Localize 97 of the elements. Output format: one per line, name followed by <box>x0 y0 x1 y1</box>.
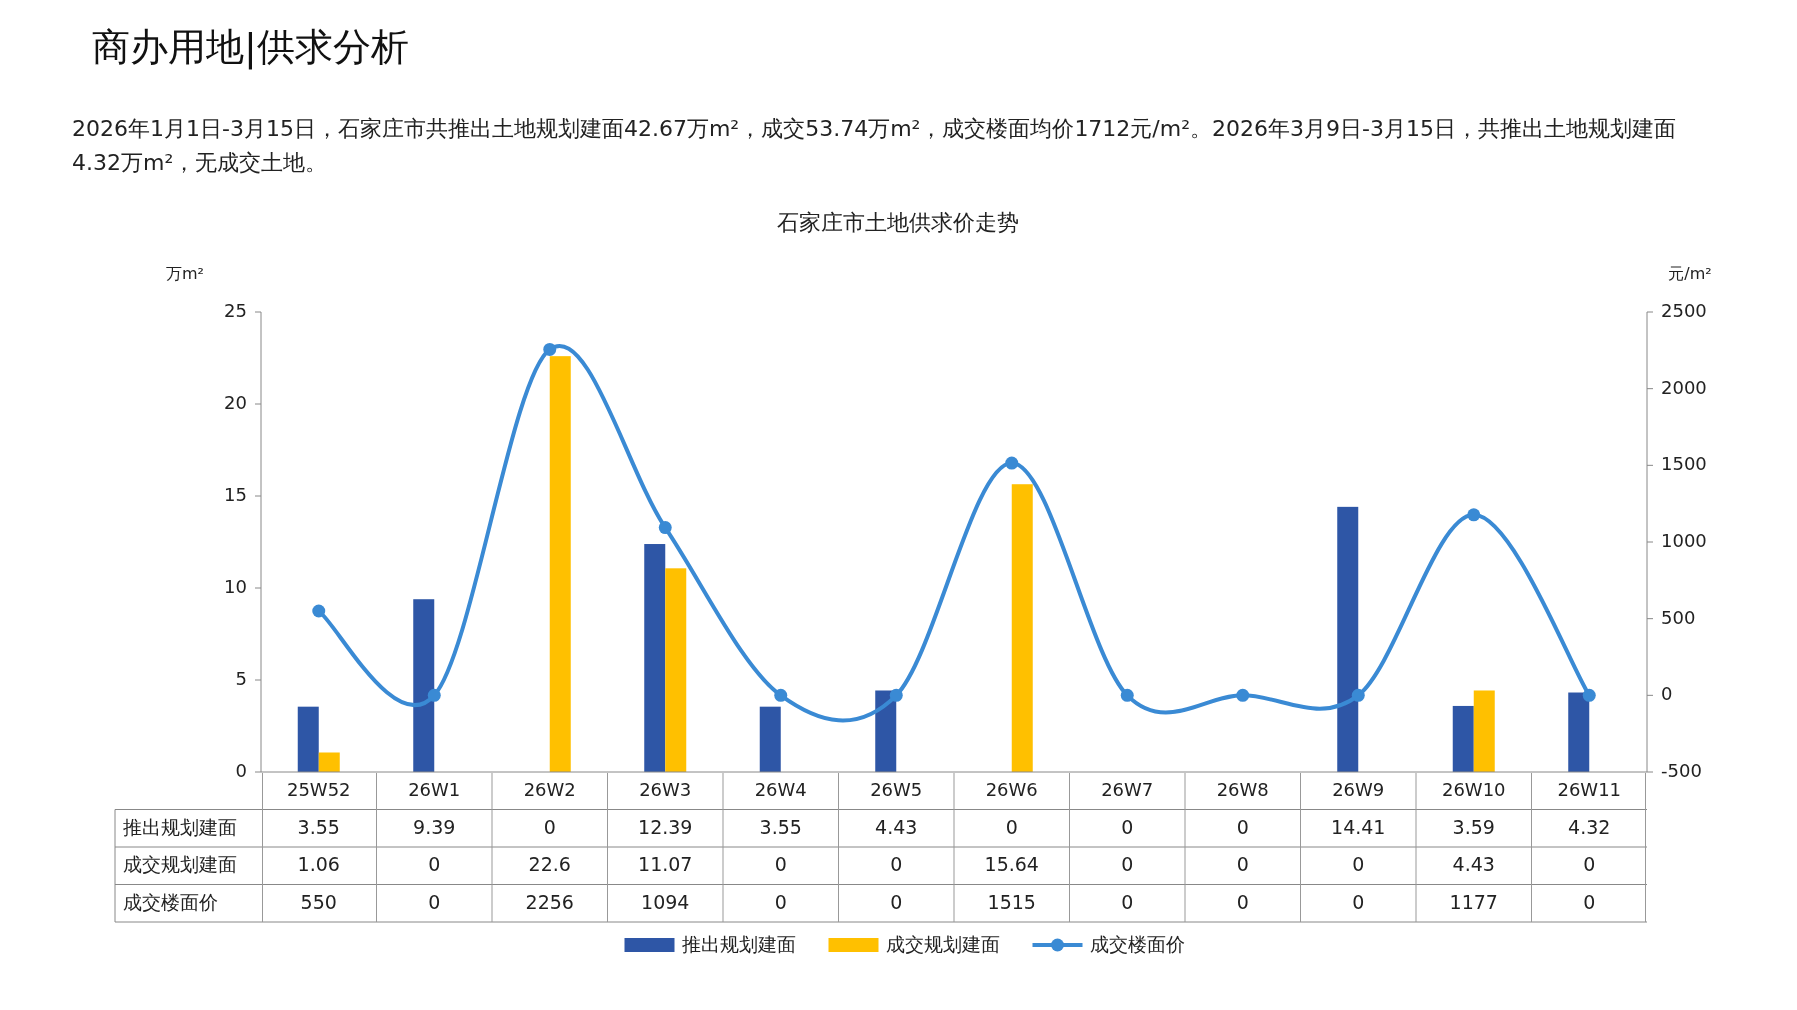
data-label: 0 <box>774 853 787 876</box>
point <box>1120 688 1134 702</box>
data-label: 12.39 <box>638 815 693 838</box>
point <box>1236 688 1250 702</box>
data-label: 0 <box>428 853 441 876</box>
x-tick-label: 26W5 <box>870 778 923 800</box>
bar <box>1011 484 1033 772</box>
x-tick-label: 26W2 <box>523 778 576 800</box>
bar <box>1337 506 1359 772</box>
text: 商办用地|供求分析 <box>92 24 409 72</box>
data-label: 0 <box>1236 890 1249 913</box>
text: 2026年1月1日-3月15日，石家庄市共推出土地规划建面42.67万m²，成交53.74万m²，成交楼面均价1712元/m²。2026年3月9日-3月15日，共推出土地规划建面4.32万m²，无成交土地。 <box>72 115 1677 177</box>
x-tick-label: 26W7 <box>1101 778 1154 800</box>
y2-tick-label: 1500 <box>1661 453 1707 475</box>
point <box>1582 688 1596 702</box>
text: 成交楼面价 <box>123 890 218 913</box>
data-label: 0 <box>774 890 787 913</box>
x-tick-label: 26W10 <box>1441 778 1506 800</box>
bar <box>759 706 781 772</box>
data-label: 0 <box>890 890 903 913</box>
point <box>658 521 672 535</box>
data-label: 1177 <box>1449 890 1498 913</box>
legend-label: 成交楼面价 <box>1089 932 1185 955</box>
y2-tick-label: 500 <box>1661 606 1696 628</box>
data-label: 1094 <box>641 890 690 913</box>
x-tick-label: 26W1 <box>408 778 461 800</box>
x-tick-label: 26W6 <box>985 778 1038 800</box>
y2-tick-label: 1000 <box>1661 530 1707 551</box>
x-tick-label: 26W11 <box>1557 778 1622 800</box>
y-axis-title: 万m² <box>166 263 204 283</box>
legend-label: 推出规划建面 <box>681 932 796 955</box>
chart-title: 石家庄市土地供求价走势 <box>777 210 1019 235</box>
y2-tick-label: -500 <box>1661 760 1702 781</box>
x-tick-label: 25W52 <box>286 778 351 800</box>
data-label: 0 <box>1236 853 1249 876</box>
bar <box>665 568 687 772</box>
data-label: 550 <box>300 890 337 913</box>
data-label: 0 <box>1236 815 1249 838</box>
data-label: 0 <box>428 890 441 913</box>
x-tick-label: 26W3 <box>639 778 692 800</box>
bar <box>297 706 319 772</box>
bar <box>318 752 340 772</box>
x-tick-label: 26W9 <box>1332 778 1385 800</box>
data-label: 0 <box>543 815 556 838</box>
y-tick-label: 5 <box>235 668 247 689</box>
point <box>543 342 557 356</box>
y-tick-label: 25 <box>224 300 247 321</box>
data-label: 1515 <box>987 890 1036 913</box>
data-label: 11.07 <box>638 853 693 876</box>
y2-tick-label: 2500 <box>1661 300 1707 321</box>
data-label: 2256 <box>525 890 574 913</box>
y-tick-label: 20 <box>224 392 247 413</box>
y-tick-label: 0 <box>235 760 247 781</box>
bar <box>1452 705 1474 772</box>
point <box>1467 508 1481 522</box>
data-label: 0 <box>1352 853 1365 876</box>
bar <box>875 690 897 772</box>
data-label: 0 <box>1005 815 1018 838</box>
data-label: 15.64 <box>984 853 1039 876</box>
bar <box>549 356 571 772</box>
y2-tick-label: 2000 <box>1661 376 1707 398</box>
data-label: 14.41 <box>1331 815 1386 838</box>
data-label: 3.55 <box>759 815 802 838</box>
data-label: 4.32 <box>1568 815 1611 838</box>
data-label: 4.43 <box>1452 853 1495 876</box>
text: 推出规划建面 <box>123 815 237 838</box>
bar <box>644 544 666 772</box>
legend-label: 成交规划建面 <box>885 932 1000 955</box>
data-label: 0 <box>1121 853 1134 876</box>
data-label: 0 <box>1121 815 1134 838</box>
bar <box>1568 692 1590 772</box>
point <box>1005 456 1019 470</box>
data-label: 1.06 <box>297 853 340 876</box>
data-label: 4.43 <box>875 815 918 838</box>
point <box>427 688 441 702</box>
data-label: 0 <box>890 853 903 876</box>
point <box>312 604 326 618</box>
data-label: 0 <box>1583 853 1596 876</box>
y-tick-label: 10 <box>224 576 247 597</box>
data-label: 3.55 <box>297 815 340 838</box>
data-label: 0 <box>1121 890 1134 913</box>
data-label: 0 <box>1583 890 1596 913</box>
point <box>774 688 788 702</box>
y2-axis-title: 元/m² <box>1668 263 1712 283</box>
text: 成交规划建面 <box>123 853 237 876</box>
bar <box>1473 690 1495 772</box>
y-tick-label: 15 <box>224 484 247 505</box>
x-tick-label: 26W4 <box>754 778 807 800</box>
y2-tick-label: 0 <box>1661 683 1673 705</box>
x-tick-label: 26W8 <box>1216 778 1269 800</box>
point <box>889 688 903 702</box>
data-label: 3.59 <box>1452 815 1495 838</box>
data-label: 0 <box>1352 890 1365 913</box>
data-label: 9.39 <box>413 815 456 838</box>
data-label: 22.6 <box>528 853 571 876</box>
point <box>1351 688 1365 702</box>
bar <box>413 599 435 772</box>
